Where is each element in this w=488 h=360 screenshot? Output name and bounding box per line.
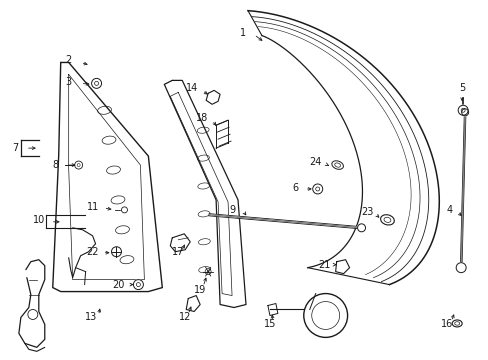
Circle shape <box>121 207 127 213</box>
Text: 1: 1 <box>240 28 245 37</box>
Text: 9: 9 <box>228 205 235 215</box>
Text: 16: 16 <box>440 319 452 329</box>
Text: 5: 5 <box>458 84 464 93</box>
Text: 17: 17 <box>172 247 184 257</box>
Circle shape <box>357 224 365 232</box>
Circle shape <box>312 184 322 194</box>
Text: 8: 8 <box>53 160 59 170</box>
Circle shape <box>133 280 143 289</box>
Text: 18: 18 <box>196 113 208 123</box>
Text: 4: 4 <box>445 205 451 215</box>
Circle shape <box>461 109 468 116</box>
Text: 22: 22 <box>86 247 99 257</box>
Text: 11: 11 <box>86 202 99 212</box>
Text: 3: 3 <box>65 77 72 87</box>
Text: 14: 14 <box>186 84 198 93</box>
Text: 7: 7 <box>12 143 18 153</box>
Text: 19: 19 <box>194 284 206 294</box>
Text: 2: 2 <box>65 55 72 66</box>
Circle shape <box>91 78 102 88</box>
Text: 6: 6 <box>292 183 298 193</box>
Circle shape <box>75 161 82 169</box>
Text: 12: 12 <box>179 312 191 323</box>
Text: 20: 20 <box>112 280 124 289</box>
Circle shape <box>455 263 465 273</box>
Text: 13: 13 <box>84 312 97 323</box>
Text: 10: 10 <box>33 215 45 225</box>
Text: 23: 23 <box>361 207 373 217</box>
Circle shape <box>457 105 467 115</box>
Text: 15: 15 <box>263 319 276 329</box>
Text: 21: 21 <box>318 260 330 270</box>
Text: 24: 24 <box>309 157 321 167</box>
